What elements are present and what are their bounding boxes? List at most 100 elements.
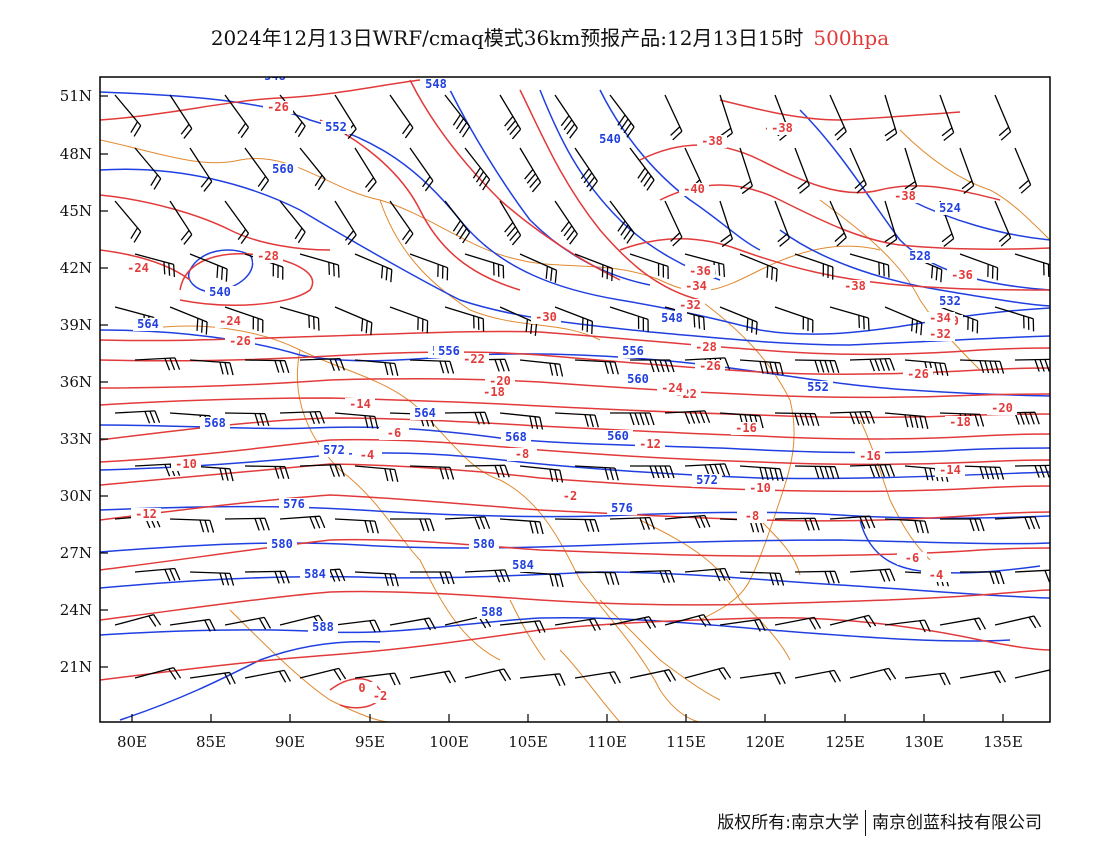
wind-barb	[1014, 569, 1050, 583]
wind-barb	[279, 410, 326, 425]
wind-barb	[959, 359, 1005, 374]
wind-barb	[829, 410, 876, 425]
wind-barb	[189, 359, 234, 376]
wind-barb	[354, 672, 401, 686]
height-label: 564	[133, 317, 163, 331]
wind-barb	[609, 516, 656, 531]
height-label: 568	[200, 416, 230, 430]
svg-text:576: 576	[611, 501, 633, 515]
temperature-label: -24	[215, 314, 245, 328]
wind-barb	[134, 253, 176, 278]
wind-barb	[279, 200, 306, 244]
wind-barb	[499, 518, 544, 535]
svg-text:-28: -28	[257, 249, 279, 263]
svg-text:560: 560	[272, 162, 294, 176]
svg-text:540: 540	[599, 132, 621, 146]
lon-label: 125E	[825, 733, 865, 751]
wind-barb	[554, 200, 578, 245]
wind-barb	[739, 147, 753, 195]
temperature-label: -20	[485, 374, 515, 388]
wind-barb	[609, 200, 635, 244]
wind-barb	[884, 619, 931, 633]
svg-text:-36: -36	[951, 268, 973, 282]
wind-barb	[134, 147, 162, 190]
temperature-label: -14	[345, 397, 375, 411]
svg-text:-30: -30	[535, 310, 557, 324]
wind-barb	[884, 518, 929, 534]
wind-barb	[169, 306, 208, 335]
wind-barb	[299, 357, 346, 372]
svg-text:-18: -18	[949, 415, 971, 429]
wind-barb	[574, 571, 620, 585]
lon-label: 115E	[666, 733, 706, 751]
wind-barb	[134, 667, 182, 680]
wind-barb	[884, 200, 898, 248]
footer-right: 南京创蓝科技有限公司	[872, 813, 1042, 833]
wind-barb	[609, 94, 635, 138]
wind-barb	[994, 516, 1041, 530]
temperature-label: -12	[131, 507, 161, 521]
svg-text:-26: -26	[229, 334, 251, 348]
wind-barb	[224, 200, 250, 245]
wind-barb	[994, 200, 1012, 247]
svg-text:-2: -2	[563, 489, 577, 503]
svg-text:-14: -14	[939, 463, 961, 477]
temperature-label: -34	[925, 311, 955, 325]
wind-barb	[829, 614, 877, 628]
svg-text:584: 584	[512, 558, 534, 572]
temperature-label: -6	[379, 426, 409, 440]
svg-text:-28: -28	[695, 340, 717, 354]
wind-barb	[829, 94, 847, 141]
svg-text:588: 588	[481, 605, 503, 619]
svg-text:-6: -6	[387, 426, 401, 440]
height-label: 540	[205, 285, 235, 299]
wind-barb	[224, 517, 270, 531]
temperature-label: -38	[697, 134, 727, 148]
svg-text:568: 568	[204, 416, 226, 430]
wind-barb	[774, 306, 814, 333]
height-contours	[100, 89, 1050, 721]
wind-barb	[299, 253, 340, 278]
temperature-label: -4	[921, 568, 951, 582]
wind-barb	[224, 616, 272, 630]
height-label: 532	[935, 294, 965, 308]
lon-label: 105E	[508, 733, 548, 751]
height-labels: 548 548 552 560 540 564 564 568 572 576 580 584 588 5…	[133, 77, 965, 634]
wind-barb	[169, 94, 193, 139]
temperature-label: -26	[903, 367, 933, 381]
svg-text:-38: -38	[771, 121, 793, 135]
wind-barb	[444, 411, 490, 425]
temperature-label: -30	[531, 310, 561, 324]
height-label: 548	[657, 311, 687, 325]
footer-separator	[865, 810, 866, 836]
svg-text:556: 556	[438, 344, 460, 358]
wind-barb	[994, 94, 1012, 141]
wind-barb	[664, 410, 711, 424]
temperature-label: -38	[767, 121, 797, 135]
wind-barb	[389, 617, 436, 631]
wind-barb	[574, 465, 619, 481]
height-label: 552	[803, 380, 833, 394]
svg-text:-18: -18	[483, 385, 505, 399]
copyright-footer: 版权所有:南京大学 南京创蓝科技有限公司	[717, 808, 1042, 836]
wind-barb	[904, 672, 951, 686]
wind-barb	[629, 253, 669, 280]
wind-barb	[794, 253, 834, 280]
wind-barb	[464, 253, 505, 279]
svg-text:-38: -38	[701, 134, 723, 148]
wind-barb	[244, 465, 290, 479]
wind-barb	[554, 518, 600, 532]
lat-label: 36N	[60, 373, 92, 391]
temperature-label: -2	[555, 489, 585, 503]
svg-text:560: 560	[627, 372, 649, 386]
wind-barb	[774, 412, 820, 426]
wind-barb	[444, 516, 491, 530]
temperature-label: -32	[925, 327, 955, 341]
wind-barb	[1014, 464, 1050, 478]
wind-barb	[134, 567, 181, 582]
temperature-label: -6	[897, 551, 927, 565]
plot-frame	[99, 76, 1051, 723]
temperature-label: -4	[352, 448, 382, 462]
wind-barb	[629, 669, 677, 682]
